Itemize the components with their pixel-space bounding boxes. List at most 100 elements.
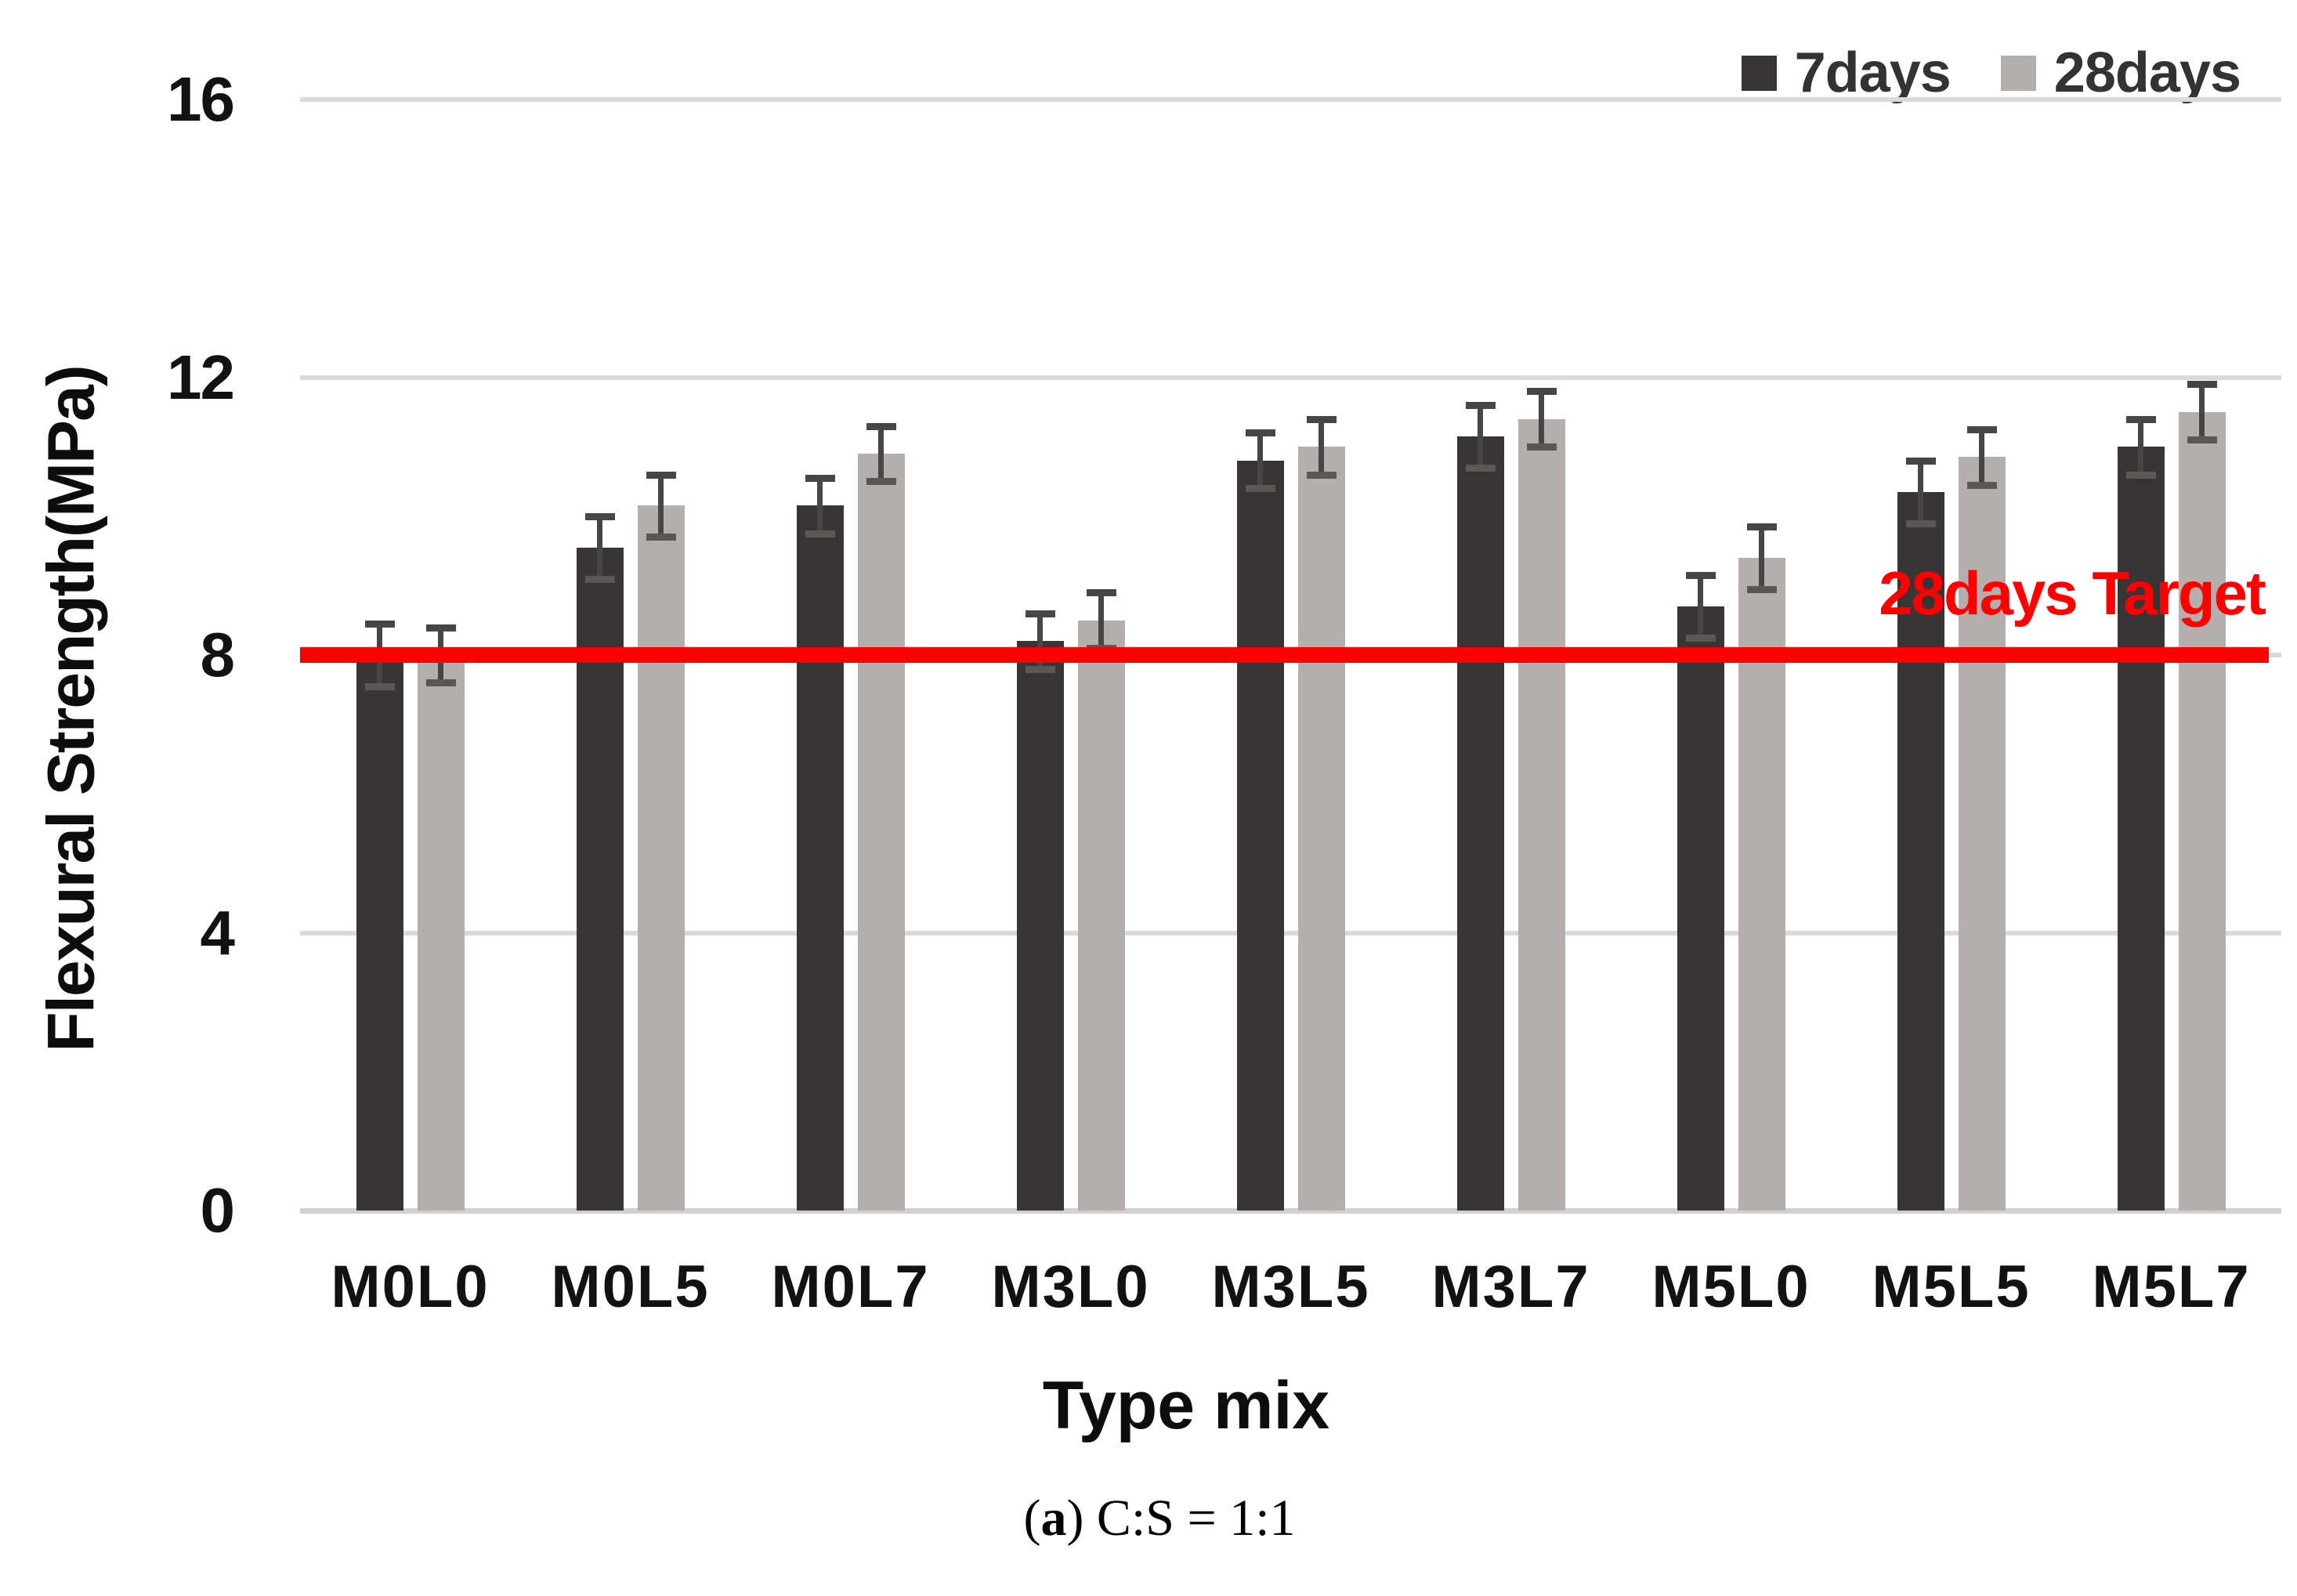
- error-bar-cap-bottom-28days-M3L7: [1526, 443, 1557, 451]
- error-bar-cap-bottom-28days-M0L5: [646, 534, 676, 541]
- error-bar-cap-bottom-7days-M0L7: [805, 530, 835, 537]
- legend-swatch-7days-icon: [1741, 55, 1777, 91]
- error-bar-cap-top-7days-M0L7: [805, 475, 835, 482]
- x-tick-label-M3L0: M3L0: [991, 1254, 1150, 1320]
- bar-7days-M3L7: [1456, 436, 1504, 1211]
- target-line-label: 28days Target: [1879, 559, 2266, 628]
- y-tick-label-0: 0: [200, 1175, 236, 1245]
- bar-28days-M5L0: [1738, 557, 1785, 1211]
- error-bar-line-28days-M5L0: [1759, 527, 1764, 589]
- x-tick-label-M0L7: M0L7: [771, 1254, 930, 1320]
- error-bar-cap-top-28days-M5L5: [1966, 425, 1997, 433]
- error-bar-cap-top-28days-M0L5: [646, 471, 676, 479]
- legend-label-7days: 7days: [1794, 42, 1952, 104]
- bar-7days-M5L7: [2117, 447, 2165, 1211]
- caption-rest: ) C:S = 1:1: [1066, 1489, 1296, 1547]
- error-bar-cap-top-28days-M5L0: [1746, 523, 1777, 531]
- error-bar-cap-bottom-28days-M0L0: [425, 679, 456, 687]
- y-tick-label-8: 8: [200, 620, 236, 689]
- y-tick-label-12: 12: [167, 342, 235, 412]
- error-bar-cap-bottom-28days-M3L5: [1306, 471, 1337, 479]
- error-bar-cap-bottom-28days-M5L0: [1746, 585, 1777, 593]
- error-bar-cap-top-28days-M3L0: [1086, 589, 1116, 597]
- error-bar-cap-top-28days-M0L7: [866, 422, 896, 430]
- error-bar-cap-top-7days-M5L0: [1685, 572, 1716, 580]
- error-bar-line-28days-M3L0: [1098, 592, 1104, 649]
- error-bar-cap-top-7days-M3L5: [1245, 429, 1275, 437]
- error-bar-line-28days-M5L5: [1979, 429, 1984, 485]
- error-bar-cap-top-7days-M3L7: [1465, 401, 1496, 409]
- gridline-4: [300, 930, 2281, 936]
- error-bar-line-28days-M0L7: [878, 425, 884, 482]
- y-tick-label-4: 4: [200, 897, 236, 968]
- error-bar-line-28days-M0L5: [658, 474, 664, 537]
- error-bar-cap-bottom-28days-M5L5: [1966, 481, 1997, 489]
- bar-7days-M5L5: [1897, 491, 1944, 1211]
- bar-7days-M3L5: [1236, 460, 1284, 1211]
- legend-label-28days: 28days: [2053, 42, 2241, 104]
- error-bar-cap-top-28days-M3L5: [1306, 415, 1337, 423]
- error-bar-cap-bottom-7days-M0L0: [364, 682, 395, 690]
- error-bar-line-7days-M5L5: [1918, 460, 1923, 523]
- error-bar-cap-bottom-28days-M0L7: [866, 478, 896, 486]
- plot-area: 0 4 8 12 16 M0L0 M0L5 M0L7 M3L0 M3L5 M3L7 M5L0 M5L5 M…: [167, 68, 2281, 1320]
- error-bar-cap-bottom-7days-M5L5: [1905, 519, 1936, 527]
- bar-28days-M0L0: [417, 655, 465, 1211]
- error-bar-line-7days-M3L0: [1037, 613, 1043, 669]
- error-bar-cap-top-7days-M0L0: [364, 621, 395, 628]
- x-axis-line: [300, 1208, 2281, 1214]
- bar-7days-M3L0: [1016, 641, 1064, 1211]
- bar-7days-M0L0: [356, 655, 403, 1211]
- error-bar-cap-bottom-7days-M0L5: [584, 575, 615, 583]
- error-bar-line-28days-M3L5: [1319, 418, 1324, 475]
- error-bar-line-7days-M5L7: [2138, 418, 2143, 475]
- bar-28days-M5L7: [2178, 411, 2226, 1211]
- gridline-16: [300, 97, 2281, 102]
- y-tick-label-16: 16: [167, 64, 235, 134]
- legend-item-28days: 28days: [2000, 41, 2241, 105]
- x-tick-label-M5L7: M5L7: [2092, 1254, 2251, 1320]
- x-tick-label-M5L5: M5L5: [1872, 1254, 2031, 1320]
- x-axis-title: Type mix: [1042, 1368, 1330, 1443]
- x-tick-label-M3L5: M3L5: [1211, 1254, 1370, 1320]
- error-bar-line-28days-M5L7: [2199, 384, 2205, 440]
- error-bar-cap-top-28days-M3L7: [1526, 388, 1557, 396]
- legend: 7days 28days: [1741, 41, 2241, 105]
- legend-swatch-28days-icon: [2000, 55, 2036, 91]
- error-bar-line-7days-M0L5: [597, 516, 602, 579]
- error-bar-line-7days-M3L7: [1478, 404, 1483, 468]
- bar-28days-M0L7: [857, 453, 905, 1211]
- bar-28days-M3L0: [1077, 620, 1125, 1211]
- bar-28days-M0L5: [637, 505, 685, 1211]
- x-tick-label-M3L7: M3L7: [1431, 1254, 1590, 1320]
- error-bar-line-7days-M0L7: [817, 478, 823, 534]
- bar-28days-M5L5: [1958, 457, 2006, 1211]
- error-bar-cap-top-7days-M5L5: [1905, 457, 1936, 465]
- bar-28days-M3L5: [1297, 447, 1345, 1211]
- error-bar-cap-bottom-7days-M3L0: [1025, 665, 1055, 673]
- error-bar-cap-bottom-7days-M3L5: [1245, 485, 1275, 493]
- error-bar-cap-top-7days-M5L7: [2125, 415, 2156, 423]
- bar-28days-M3L7: [1517, 418, 1565, 1211]
- error-bar-cap-bottom-7days-M5L0: [1685, 634, 1716, 642]
- target-line: [300, 647, 2269, 663]
- x-tick-label-M5L0: M5L0: [1651, 1254, 1810, 1320]
- bar-7days-M5L0: [1677, 606, 1724, 1211]
- caption-open-paren: (: [1023, 1489, 1041, 1547]
- figure-caption: (a) C:S = 1:1: [1023, 1489, 1295, 1548]
- error-bar-line-28days-M3L7: [1539, 391, 1544, 447]
- error-bar-cap-top-7days-M3L0: [1025, 610, 1055, 617]
- error-bar-cap-bottom-7days-M3L7: [1465, 464, 1496, 472]
- error-bar-cap-bottom-7days-M5L7: [2125, 471, 2156, 479]
- error-bar-cap-bottom-28days-M5L7: [2187, 436, 2217, 444]
- error-bar-line-7days-M3L5: [1257, 432, 1263, 489]
- bar-7days-M0L7: [796, 505, 844, 1211]
- error-bar-cap-top-7days-M0L5: [584, 512, 615, 520]
- x-tick-label-M0L0: M0L0: [331, 1254, 490, 1320]
- x-tick-label-M0L5: M0L5: [551, 1254, 710, 1320]
- error-bar-line-7days-M5L0: [1698, 575, 1703, 638]
- caption-letter: a: [1040, 1489, 1067, 1547]
- legend-item-7days: 7days: [1741, 41, 1952, 105]
- error-bar-cap-top-28days-M0L0: [425, 624, 456, 632]
